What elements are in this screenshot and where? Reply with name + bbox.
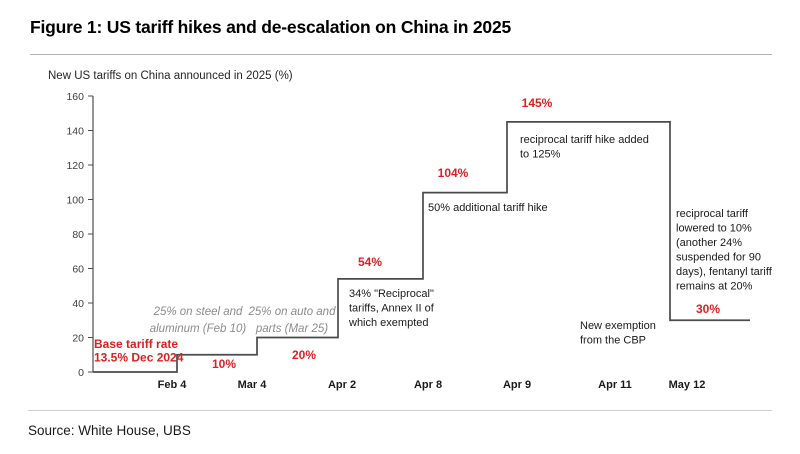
annotation-hike-to-125: reciprocal tariff hike added to 125% xyxy=(520,134,649,161)
annotation-steel-aluminum: 25% on steel and aluminum (Feb 10) xyxy=(150,306,247,335)
y-tick-label: 140 xyxy=(66,126,84,138)
value-label: 54% xyxy=(358,255,382,269)
x-axis-label: Feb 4 xyxy=(158,379,188,391)
value-label: 20% xyxy=(292,348,316,362)
x-axis-label: Apr 11 xyxy=(598,379,632,391)
x-axis-label: Mar 4 xyxy=(238,379,268,391)
chart-subtitle: New US tariffs on China announced in 202… xyxy=(48,70,293,82)
title-divider xyxy=(30,54,772,55)
value-label: 145% xyxy=(522,96,553,110)
y-tick-label: 60 xyxy=(72,264,84,276)
y-tick-label: 120 xyxy=(66,160,84,172)
annotation-additional-50: 50% additional tariff hike xyxy=(428,202,548,214)
annotation-base-rate: Base tariff rate 13.5% Dec 2024 xyxy=(94,337,184,365)
y-tick-label: 160 xyxy=(66,91,84,103)
figure-title: Figure 1: US tariff hikes and de-escalat… xyxy=(30,17,512,37)
value-label: 10% xyxy=(212,357,236,371)
x-axis-label: Apr 9 xyxy=(503,379,531,391)
footer-divider xyxy=(28,410,772,411)
y-tick-label: 40 xyxy=(72,298,84,310)
source-note: Source: White House, UBS xyxy=(28,423,191,438)
annotation-lowered-to-10: reciprocal tariff lowered to 10% (another … xyxy=(676,208,773,293)
annotation-reciprocal-34: 34% "Reciprocal" tariffs, Annex II of whic… xyxy=(348,288,435,329)
value-label: 30% xyxy=(696,302,720,316)
y-tick-label: 20 xyxy=(72,333,84,345)
y-tick-label: 0 xyxy=(78,367,84,379)
x-axis-label: Apr 2 xyxy=(328,379,356,391)
annotation-cbp-exemption: New exemption from the CBP xyxy=(580,320,656,347)
annotation-auto-parts: 25% on auto and parts (Mar 25) xyxy=(248,306,337,335)
value-label: 104% xyxy=(438,166,469,180)
x-axis-label: Apr 8 xyxy=(414,379,442,391)
x-axis-label: May 12 xyxy=(669,379,706,391)
tariff-step-chart: 0 20 40 60 80 100 120 140 160 Feb 4 Mar 4 Apr 2 Apr … xyxy=(66,91,773,391)
y-tick-label: 80 xyxy=(72,229,84,241)
y-tick-label: 100 xyxy=(66,195,84,207)
tariff-step-line xyxy=(93,121,750,373)
